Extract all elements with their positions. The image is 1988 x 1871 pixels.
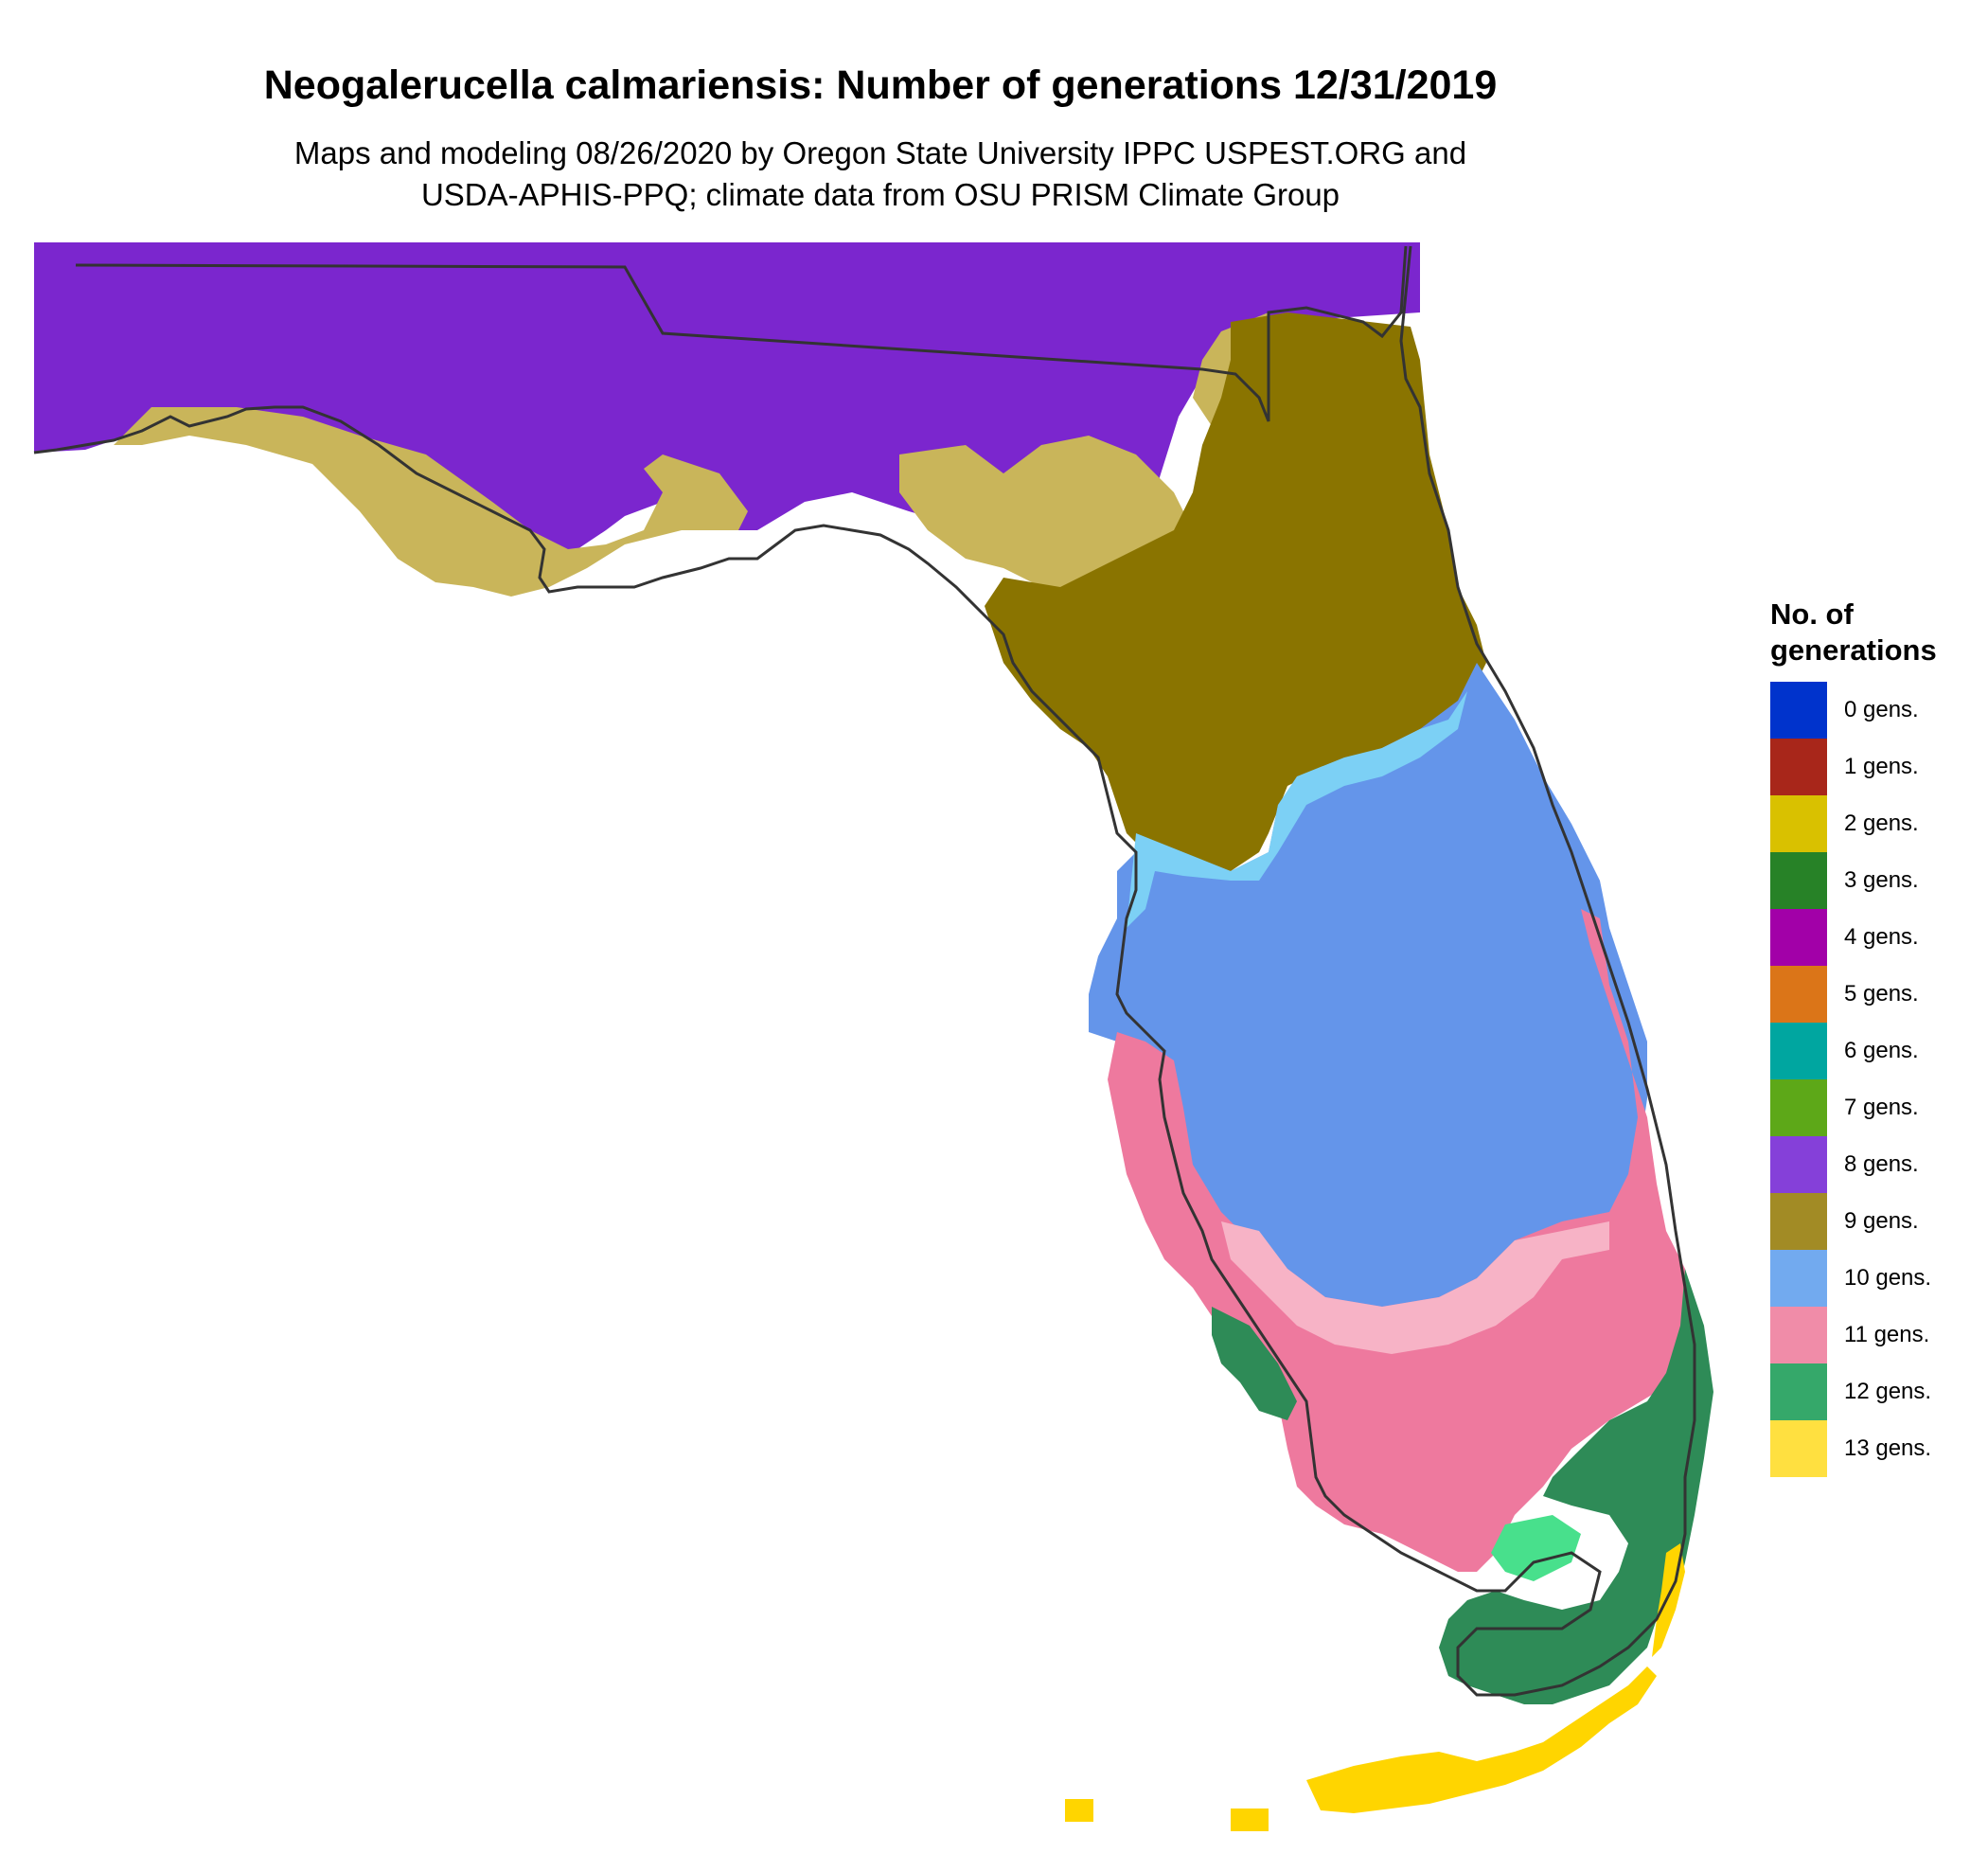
legend-label: 9 gens. — [1844, 1208, 1919, 1234]
legend-swatch — [1770, 795, 1827, 852]
subtitle-line-2: USDA-APHIS-PPQ; climate data from OSU PR… — [420, 177, 1340, 212]
legend-swatch — [1770, 909, 1827, 966]
legend-title-line-2: generations — [1770, 633, 1937, 667]
legend-items: 0 gens. 1 gens. 2 gens. 3 gens. 4 gens. 5 gen… — [1770, 682, 1979, 1477]
legend-item: 1 gens. — [1770, 739, 1979, 795]
legend-label: 1 gens. — [1844, 754, 1919, 779]
subtitle-line-1: Maps and modeling 08/26/2020 by Oregon S… — [293, 135, 1467, 170]
legend-item: 6 gens. — [1770, 1023, 1979, 1079]
legend-title-line-1: No. of — [1770, 597, 1854, 631]
legend: No. of generations 0 gens. 1 gens. 2 gens.… — [1770, 597, 1979, 1477]
legend-label: 12 gens. — [1844, 1379, 1932, 1404]
legend-label: 3 gens. — [1844, 867, 1919, 893]
legend-swatch — [1770, 1420, 1827, 1477]
region-gen12-light — [1491, 1515, 1581, 1581]
region-gen13-keys — [1306, 1666, 1657, 1813]
legend-swatch — [1770, 1363, 1827, 1420]
legend-item: 12 gens. — [1770, 1363, 1979, 1420]
region-gen13-dot-1 — [1065, 1799, 1093, 1822]
legend-label: 10 gens. — [1844, 1265, 1932, 1291]
state-outline — [33, 245, 1696, 1697]
legend-item: 7 gens. — [1770, 1079, 1979, 1136]
legend-swatch — [1770, 852, 1827, 909]
legend-label: 0 gens. — [1844, 697, 1919, 722]
legend-swatch — [1770, 739, 1827, 795]
region-gen11-light — [1221, 1221, 1609, 1354]
legend-item: 10 gens. — [1770, 1250, 1979, 1307]
region-gen13-dot-2 — [1231, 1809, 1269, 1831]
legend-label: 6 gens. — [1844, 1038, 1919, 1063]
region-gen9-dark — [985, 312, 1486, 871]
legend-swatch — [1770, 682, 1827, 739]
legend-swatch — [1770, 1023, 1827, 1079]
legend-label: 2 gens. — [1844, 811, 1919, 836]
legend-item: 8 gens. — [1770, 1136, 1979, 1193]
region-gen10-light — [1127, 691, 1467, 928]
map-subtitle: Maps and modeling 08/26/2020 by Oregon S… — [0, 133, 1761, 216]
legend-swatch — [1770, 1193, 1827, 1250]
legend-item: 2 gens. — [1770, 795, 1979, 852]
legend-swatch — [1770, 1136, 1827, 1193]
legend-item: 9 gens. — [1770, 1193, 1979, 1250]
legend-label: 5 gens. — [1844, 981, 1919, 1007]
legend-label: 8 gens. — [1844, 1151, 1919, 1177]
legend-label: 11 gens. — [1844, 1322, 1930, 1347]
legend-item: 11 gens. — [1770, 1307, 1979, 1363]
legend-label: 4 gens. — [1844, 924, 1919, 950]
legend-item: 13 gens. — [1770, 1420, 1979, 1477]
region-gen9-light-panhandle — [114, 407, 748, 597]
legend-swatch — [1770, 1250, 1827, 1307]
region-gen12 — [1439, 1269, 1713, 1704]
legend-label: 7 gens. — [1844, 1095, 1919, 1120]
legend-item: 3 gens. — [1770, 852, 1979, 909]
legend-label: 13 gens. — [1844, 1435, 1932, 1461]
legend-swatch — [1770, 1079, 1827, 1136]
legend-item: 4 gens. — [1770, 909, 1979, 966]
legend-item: 5 gens. — [1770, 966, 1979, 1023]
legend-title: No. of generations — [1770, 597, 1979, 668]
legend-swatch — [1770, 1307, 1827, 1363]
legend-item: 0 gens. — [1770, 682, 1979, 739]
legend-swatch — [1770, 966, 1827, 1023]
map-title: Neogalerucella calmariensis: Number of g… — [263, 62, 1498, 108]
region-gen12-west — [1212, 1307, 1297, 1420]
region-gen10 — [1089, 663, 1647, 1316]
region-gen11 — [1108, 909, 1685, 1572]
